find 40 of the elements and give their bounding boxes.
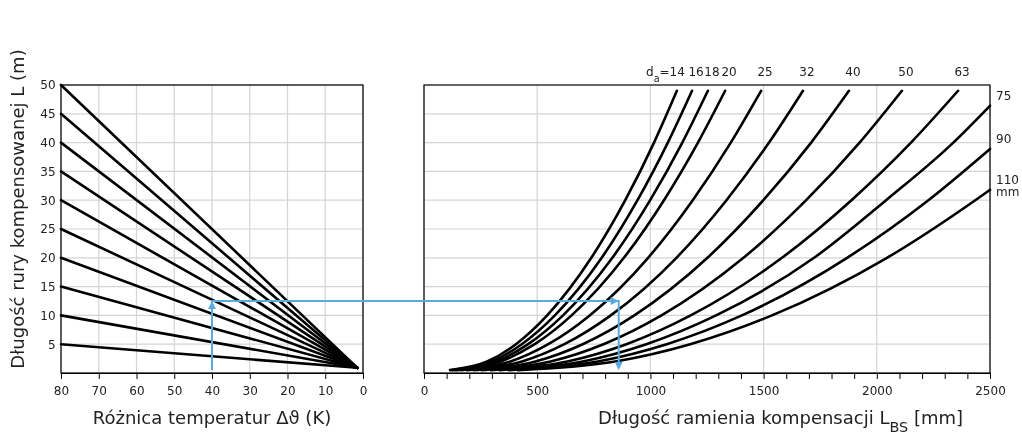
x-tick-label: 50 (167, 384, 183, 399)
x-tick-label: 2500 (975, 384, 1006, 399)
series-label: 50 (898, 65, 914, 79)
series-label: 32 (799, 65, 815, 79)
x-tick-label: 0 (359, 384, 368, 399)
y-tick-label: 15 (40, 279, 56, 294)
series-label: d$_{a}$=14 (646, 65, 685, 84)
y-tick-label: 40 (40, 135, 56, 150)
series-label: 40 (845, 65, 861, 79)
x-tick-label: 20 (280, 384, 296, 399)
y-tick-label: 10 (40, 308, 56, 323)
x-tick-label: 500 (526, 384, 550, 399)
series-label: 16 (688, 65, 704, 79)
x-tick-label: 60 (129, 384, 145, 399)
y-tick-label: 30 (40, 193, 56, 208)
x-tick-label: 80 (53, 384, 70, 399)
series-label: 110 mm (996, 172, 1020, 199)
x-tick-label: 30 (242, 384, 258, 399)
y-tick-label: 25 (40, 222, 56, 237)
y-tick-label: 45 (40, 107, 56, 122)
x-tick-label: 1500 (748, 384, 780, 399)
series-label: 20 (721, 65, 737, 79)
series-label: 25 (757, 65, 773, 79)
x-tick-label: 70 (91, 384, 107, 399)
x-tick-label: 10 (318, 384, 334, 399)
y-tick-label: 5 (47, 337, 56, 352)
x-tick-label: 40 (204, 384, 221, 399)
y-tick-label: 35 (40, 164, 56, 179)
x-tick-label: 1000 (635, 384, 667, 399)
series-label: 75 (996, 88, 1012, 103)
y-tick-label: 20 (40, 251, 56, 266)
x-tick-label: 2000 (862, 384, 893, 399)
series-label: 18 (704, 65, 720, 79)
series-label: 90 (996, 131, 1012, 146)
x-axis-title: Długość ramienia kompensacji L$_{BS}$ [mm] (598, 407, 964, 434)
y-tick-label: 50 (40, 78, 56, 93)
series-label: 63 (954, 65, 970, 79)
x-tick-label: 0 (420, 384, 429, 399)
y-axis-title: Długość rury kompensowanej L (m) (7, 49, 28, 369)
x-axis-title: Różnica temperatur Δϑ (K) (92, 407, 332, 428)
